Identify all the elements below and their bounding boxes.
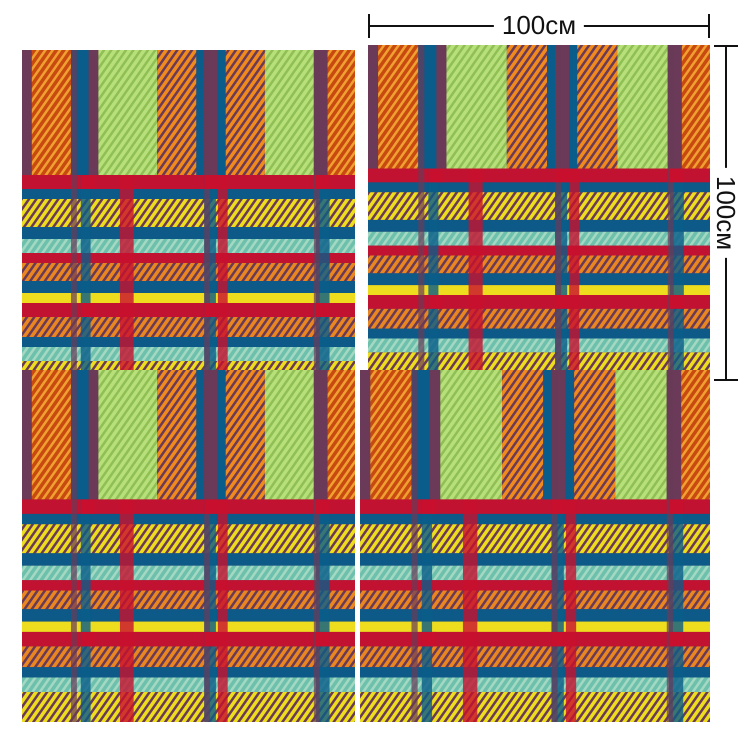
fabric-tile-bottom-left (22, 370, 355, 722)
plaid-pattern (22, 370, 355, 722)
height-dimension-tick-top (714, 45, 738, 47)
width-dimension-tick-right (708, 14, 710, 38)
height-label: 100см (711, 167, 740, 259)
height-dimension-tick-bottom (714, 379, 738, 381)
plaid-pattern (22, 50, 355, 390)
width-dimension: 100см (368, 10, 710, 40)
fabric-tile-bottom-right (360, 370, 710, 722)
fabric-tile-top-left (22, 50, 355, 390)
plaid-pattern (368, 45, 710, 381)
fabric-tile-top-right (368, 45, 710, 381)
plaid-pattern (360, 370, 710, 722)
height-dimension: 100см (711, 45, 740, 381)
width-label: 100см (493, 10, 585, 40)
width-dimension-tick-left (368, 14, 370, 38)
